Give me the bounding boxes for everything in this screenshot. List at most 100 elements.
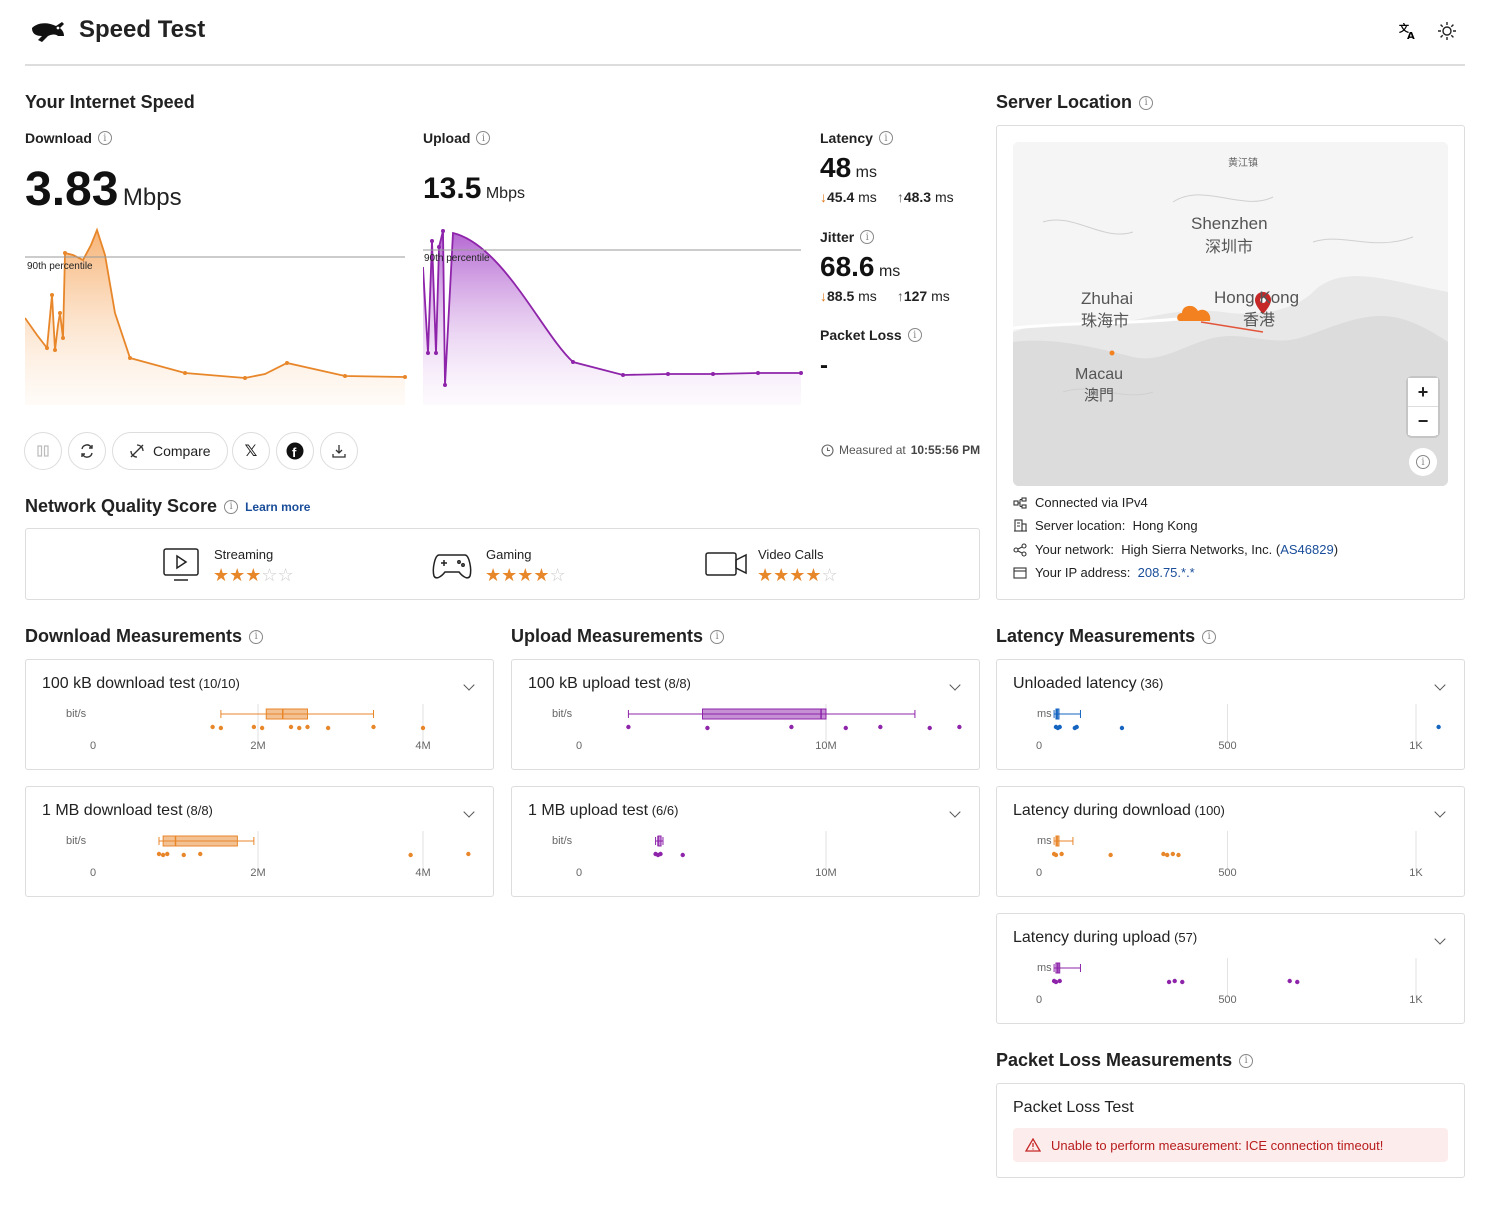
tick-label: 500 [1218, 740, 1237, 752]
measurement-card[interactable]: Latency during upload (57) ms 0 500 1K [996, 913, 1465, 1024]
gamepad-icon [431, 549, 473, 586]
info-icon[interactable]: i [710, 629, 725, 644]
data-point [927, 725, 932, 731]
measurement-card[interactable]: Unloaded latency (36) ms 0 500 1K [996, 659, 1465, 770]
info-icon[interactable]: i [1202, 629, 1217, 644]
info-icon[interactable]: i [860, 230, 875, 244]
facebook-icon: f [286, 442, 304, 460]
data-point [1074, 724, 1079, 730]
server-location-title: Server Location i [996, 92, 1154, 113]
measurement-card[interactable]: Latency during download (100) ms 0 500 1K [996, 786, 1465, 897]
box-plot [210, 704, 426, 744]
server-location-card: 黄江镇 Shenzhen 深圳市 Zhuhai 珠海市 Hong Kong 香港… [996, 125, 1465, 600]
pause-button[interactable] [24, 432, 62, 470]
measurement-card[interactable]: 1 MB upload test (6/6) bit/s 0 10M [511, 786, 980, 897]
download-value: 3.83 Mbps [25, 163, 182, 216]
box [265, 708, 308, 720]
zoom-controls: + − [1408, 378, 1438, 436]
svg-text:珠海市: 珠海市 [1081, 311, 1129, 330]
tick-label: 2M [250, 867, 266, 879]
tick-label: 4M [415, 867, 431, 879]
data-point [626, 724, 631, 730]
measurement-card[interactable]: 100 kB download test (10/10) bit/s 0 2M 4M [25, 659, 494, 770]
tick-label: 10M [815, 867, 837, 879]
learn-more-link[interactable]: Learn more [245, 499, 311, 514]
restart-button[interactable] [68, 432, 106, 470]
info-icon[interactable]: i [878, 131, 893, 145]
asn-link[interactable]: AS46829 [1280, 542, 1334, 557]
map-info-button[interactable]: i [1409, 448, 1437, 476]
sun-icon[interactable] [1437, 21, 1457, 41]
data-point [843, 725, 848, 731]
measurement-title: 100 kB upload test (8/8) [528, 675, 691, 692]
your-network-row: Your network: High Sierra Networks, Inc.… [1013, 542, 1338, 557]
zoom-out-button[interactable]: − [1408, 407, 1438, 435]
latency-sub-values: ↓45.4 ms ↑48.3 ms [820, 189, 954, 205]
jitter-value: 68.6 ms [820, 251, 901, 282]
chevron-down-icon[interactable] [1434, 933, 1446, 945]
chevron-down-icon[interactable] [949, 679, 961, 691]
data-point [1176, 852, 1181, 858]
box-plot [1051, 831, 1417, 871]
tick-label: 0 [1035, 994, 1043, 1006]
info-icon[interactable]: i [1139, 95, 1154, 110]
data-point [218, 725, 224, 731]
box [702, 708, 827, 720]
video-camera-icon [704, 551, 748, 582]
server-map[interactable]: 黄江镇 Shenzhen 深圳市 Zhuhai 珠海市 Hong Kong 香港… [1013, 142, 1448, 486]
data-point [1170, 851, 1176, 857]
data-point [1053, 979, 1059, 985]
data-point [466, 851, 471, 857]
arrow-down-icon: ↓ [820, 189, 827, 205]
chevron-down-icon[interactable] [1434, 806, 1446, 818]
data-point [878, 724, 883, 730]
data-point [957, 724, 962, 730]
measurement-card[interactable]: 100 kB upload test (8/8) bit/s 0 10M [511, 659, 980, 770]
building-icon [1014, 519, 1027, 532]
data-point [371, 724, 376, 730]
svg-text:f: f [292, 445, 297, 460]
gaming-stars: ★★★★☆ [485, 565, 566, 585]
compare-label: Compare [153, 443, 211, 459]
data-point [198, 851, 203, 857]
upload-label: Upload i [423, 130, 491, 146]
arrow-up-icon: ↑ [896, 189, 904, 205]
download-chart: 90th percentile [25, 227, 407, 405]
measurement-card[interactable]: 1 MB download test (8/8) bit/s 0 2M 4M [25, 786, 494, 897]
chevron-down-icon[interactable] [949, 806, 961, 818]
network-quality-card: Streaming ★★★☆☆ Gaming ★★★★☆ Video Calls… [25, 528, 980, 600]
arrow-down-icon: ↓ [820, 288, 827, 304]
info-icon[interactable]: i [476, 131, 491, 145]
tick-label: 1K [1409, 867, 1423, 879]
compare-button[interactable]: Compare [112, 432, 228, 470]
tick-label: 0 [89, 867, 97, 879]
info-icon[interactable]: i [224, 499, 239, 514]
box-plot [1051, 958, 1417, 998]
download-results-button[interactable] [320, 432, 358, 470]
zoom-in-button[interactable]: + [1408, 378, 1438, 406]
info-icon[interactable]: i [907, 328, 922, 342]
share-facebook-button[interactable]: f [276, 432, 314, 470]
data-point [297, 725, 302, 731]
data-point [680, 852, 685, 858]
svg-text:Macau: Macau [1075, 366, 1123, 383]
share-x-button[interactable]: 𝕏 [232, 432, 270, 470]
svg-text:黄江镇: 黄江镇 [1228, 156, 1258, 169]
svg-text:香港: 香港 [1243, 310, 1275, 329]
ip-card-icon [1013, 566, 1027, 579]
chevron-down-icon[interactable] [463, 679, 475, 691]
svg-text:Zhuhai: Zhuhai [1081, 289, 1133, 308]
info-icon[interactable]: i [249, 629, 264, 644]
x-icon: 𝕏 [244, 443, 258, 460]
info-icon[interactable]: i [1239, 1053, 1254, 1068]
chevron-down-icon[interactable] [463, 806, 475, 818]
data-point [789, 724, 794, 730]
data-point [1172, 978, 1177, 984]
unit-label: ms [1037, 962, 1052, 974]
app-title: Speed Test [79, 16, 206, 43]
logo-icon [28, 14, 68, 46]
data-point [1164, 852, 1170, 858]
info-icon[interactable]: i [97, 131, 112, 145]
chevron-down-icon[interactable] [1434, 679, 1446, 691]
